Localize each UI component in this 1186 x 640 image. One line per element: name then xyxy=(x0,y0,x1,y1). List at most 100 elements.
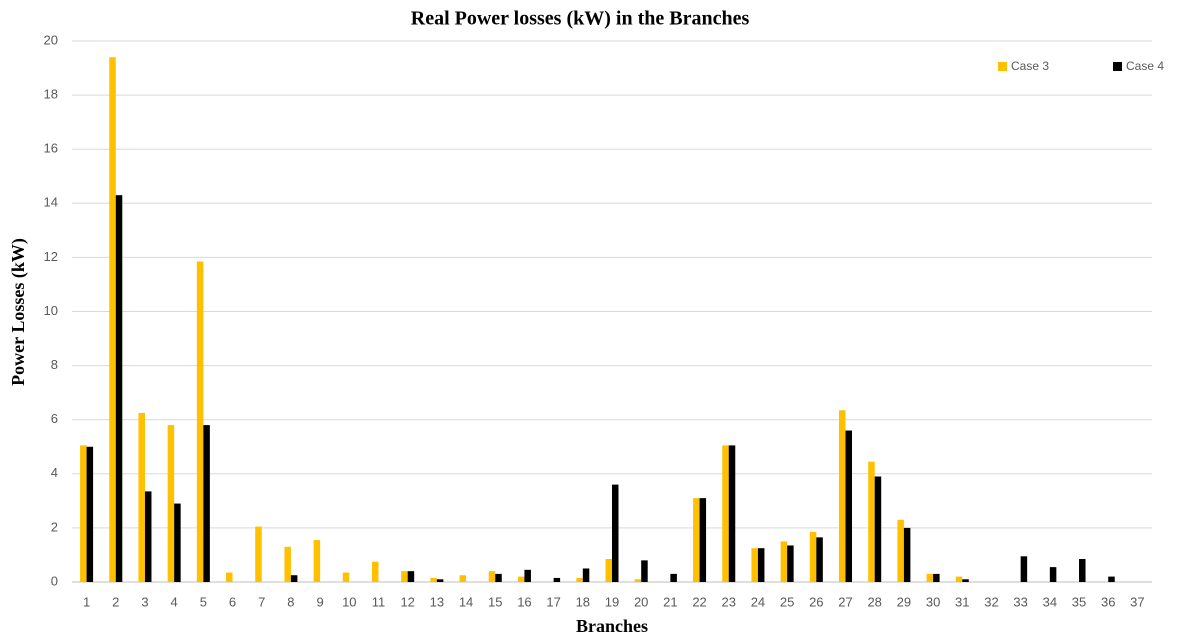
bar xyxy=(226,572,233,582)
x-tick-label: 28 xyxy=(867,594,881,609)
x-tick-label: 35 xyxy=(1072,594,1086,609)
y-tick-label: 14 xyxy=(44,195,58,210)
bar xyxy=(313,540,321,582)
x-tick-label: 18 xyxy=(576,594,590,609)
bar xyxy=(138,412,145,582)
x-axis-label: Branches xyxy=(576,616,648,636)
bar xyxy=(897,519,904,582)
bar xyxy=(196,261,204,582)
bar xyxy=(605,559,612,582)
x-tick-label: 9 xyxy=(316,594,323,609)
x-tick-label: 8 xyxy=(287,594,294,609)
bar xyxy=(284,546,291,582)
bar xyxy=(1108,576,1115,582)
bar xyxy=(612,484,619,582)
y-tick-label: 16 xyxy=(44,141,58,156)
y-tick-label: 10 xyxy=(44,303,58,318)
bar xyxy=(1049,567,1057,582)
bar xyxy=(641,560,648,582)
bar xyxy=(144,491,152,582)
x-tick-label: 27 xyxy=(838,594,852,609)
x-tick-label: 29 xyxy=(897,594,911,609)
bar xyxy=(459,575,467,582)
bar xyxy=(780,541,788,582)
bar xyxy=(1079,559,1086,582)
y-tick-label: 8 xyxy=(51,357,58,372)
y-axis-label: Power Losses (kW) xyxy=(8,238,29,386)
y-tick-label: 18 xyxy=(44,87,58,102)
x-tick-label: 37 xyxy=(1130,594,1144,609)
bar xyxy=(868,461,875,582)
bar xyxy=(751,548,758,582)
bar xyxy=(845,430,853,582)
x-tick-label: 24 xyxy=(751,594,765,609)
y-tick-label: 6 xyxy=(51,411,58,426)
x-tick-label: 16 xyxy=(517,594,531,609)
x-tick-label: 26 xyxy=(809,594,823,609)
x-tick-label: 7 xyxy=(258,594,265,609)
bar xyxy=(955,576,963,582)
x-tick-label: 20 xyxy=(634,594,648,609)
bar xyxy=(553,577,561,582)
bar xyxy=(495,573,502,582)
bar xyxy=(582,568,590,582)
bar xyxy=(962,579,969,582)
bar xyxy=(670,573,677,582)
bar xyxy=(787,545,794,582)
y-tick-label: 4 xyxy=(51,465,58,480)
x-tick-label: 4 xyxy=(171,594,178,609)
legend-label: Case 3 xyxy=(1011,59,1049,73)
x-tick-label: 22 xyxy=(692,594,706,609)
bar xyxy=(167,425,175,582)
x-tick-label: 12 xyxy=(400,594,414,609)
x-tick-label: 30 xyxy=(926,594,940,609)
x-tick-label: 3 xyxy=(141,594,148,609)
bar xyxy=(728,445,736,582)
x-tick-label: 17 xyxy=(546,594,560,609)
bar xyxy=(436,579,444,582)
bar xyxy=(809,531,817,582)
legend-swatch xyxy=(998,62,1007,71)
bar xyxy=(86,446,94,582)
x-tick-label: 32 xyxy=(984,594,998,609)
bar xyxy=(430,577,437,582)
bar xyxy=(401,571,408,582)
y-tick-label: 2 xyxy=(51,519,58,534)
bar xyxy=(407,571,415,582)
bar xyxy=(576,577,583,582)
x-tick-label: 31 xyxy=(955,594,969,609)
legend-swatch xyxy=(1113,62,1122,71)
x-tick-label: 14 xyxy=(459,594,473,609)
x-tick-label: 6 xyxy=(229,594,236,609)
bar xyxy=(816,537,823,582)
bar xyxy=(722,445,729,582)
bar xyxy=(80,445,87,582)
bar xyxy=(255,526,262,582)
bar xyxy=(109,57,116,583)
bar xyxy=(699,498,707,582)
bar xyxy=(933,573,940,582)
y-tick-label: 12 xyxy=(44,249,58,264)
bar xyxy=(517,576,525,582)
x-tick-label: 19 xyxy=(605,594,619,609)
x-tick-label: 25 xyxy=(780,594,794,609)
bar xyxy=(903,527,911,582)
bar xyxy=(174,503,181,582)
y-tick-label: 20 xyxy=(44,32,58,47)
x-tick-label: 10 xyxy=(342,594,356,609)
x-tick-label: 1 xyxy=(83,594,90,609)
y-tick-label: 0 xyxy=(51,573,58,588)
x-tick-label: 2 xyxy=(112,594,119,609)
bar xyxy=(524,569,531,582)
bar xyxy=(634,579,642,582)
x-tick-label: 13 xyxy=(430,594,444,609)
bar xyxy=(371,561,379,582)
x-tick-label: 36 xyxy=(1101,594,1115,609)
x-tick-label: 21 xyxy=(663,594,677,609)
x-tick-label: 5 xyxy=(200,594,207,609)
x-tick-label: 15 xyxy=(488,594,502,609)
x-tick-label: 11 xyxy=(372,594,386,609)
bar xyxy=(342,572,350,582)
chart-title: Real Power losses (kW) in the Branches xyxy=(411,8,750,30)
